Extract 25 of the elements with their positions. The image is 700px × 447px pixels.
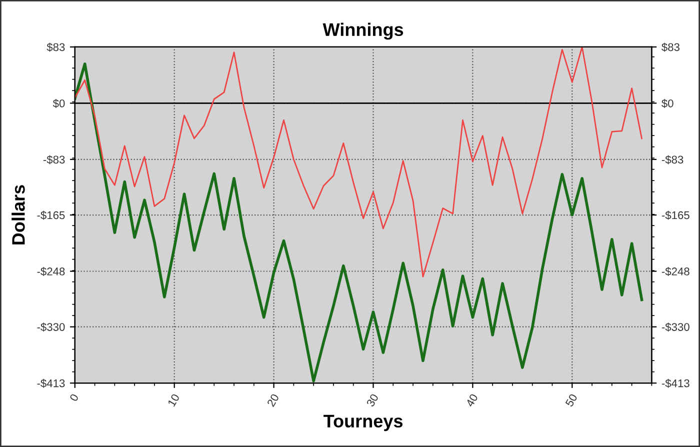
y-axis-title: Dollars bbox=[12, 185, 25, 244]
y-tick-label: -$330 bbox=[37, 322, 65, 332]
y-tick-label: -$83 bbox=[43, 155, 65, 164]
y-tick-label: -$413 bbox=[37, 378, 65, 388]
x-tick-label: 40 bbox=[466, 393, 478, 408]
y-tick-label: -$248 bbox=[37, 267, 65, 276]
chart-title: Winnings bbox=[322, 22, 404, 40]
y2-tick-label: -$165 bbox=[662, 210, 690, 220]
x-axis-title: Tourneys bbox=[324, 414, 403, 432]
y-tick-label: -$165 bbox=[37, 210, 65, 220]
line-series bbox=[74, 46, 642, 278]
x-tick-label: 50 bbox=[565, 393, 578, 408]
y2-tick-label: -$413 bbox=[662, 378, 690, 388]
y2-tick-label: -$83 bbox=[662, 155, 684, 164]
x-tick-label: 0 bbox=[69, 393, 79, 402]
x-tick-label: 10 bbox=[167, 393, 180, 407]
y2-tick-label: -$330 bbox=[662, 322, 690, 332]
y-tick-label: $83 bbox=[46, 42, 65, 52]
y-tick-label: $0 bbox=[52, 98, 65, 108]
line-series bbox=[74, 62, 644, 382]
y2-tick-label: -$248 bbox=[662, 267, 690, 276]
y2-tick-label: $0 bbox=[662, 98, 674, 108]
x-tick-label: 20 bbox=[266, 393, 280, 408]
y2-tick-label: $83 bbox=[662, 42, 680, 52]
x-tick-label: 30 bbox=[366, 393, 379, 408]
